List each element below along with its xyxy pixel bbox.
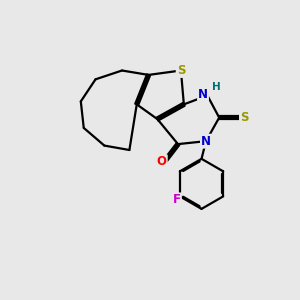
Text: O: O: [157, 155, 167, 168]
Text: N: N: [198, 88, 208, 100]
Text: H: H: [212, 82, 220, 92]
Text: S: S: [177, 64, 185, 77]
Text: S: S: [240, 111, 248, 124]
Text: N: N: [201, 135, 211, 148]
Text: F: F: [173, 194, 181, 206]
